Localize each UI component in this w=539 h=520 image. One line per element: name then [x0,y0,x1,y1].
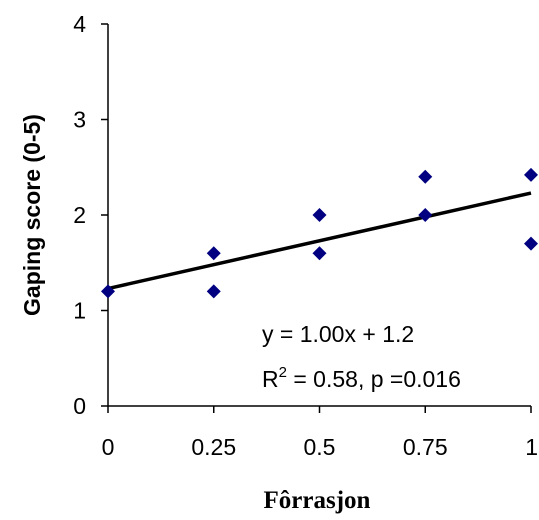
y-tick-label: 1 [73,298,86,324]
data-point [206,284,221,299]
x-tick-label: 0 [102,434,115,460]
trendline-group [107,191,532,291]
x-tick-label: 0.25 [191,434,236,460]
x-tick-label: 1 [525,434,538,460]
x-tick-label: 0.75 [403,434,448,460]
trendline [107,191,532,291]
x-axis-title: Fôrrasjon [264,487,371,514]
y-tick-label: 2 [73,202,86,228]
ticks: 0 1 2 3 4 0 0.25 0.5 0.75 1 [73,11,538,460]
y-tick-label: 3 [73,107,86,133]
data-points [101,167,538,299]
data-point [418,169,433,184]
r-squared-prefix: R [262,366,279,392]
r-squared-label: R2 = 0.58, p =0.016 [262,364,461,392]
data-point [524,167,538,182]
equation-label: y = 1.00x + 1.2 [262,321,414,347]
y-tick-label: 0 [73,393,86,419]
y-tick-label: 4 [73,11,86,37]
y-axis-title: Gaping score (0-5) [19,114,45,316]
x-tick-label: 0.5 [304,434,336,460]
data-point [206,246,221,261]
data-point [101,284,115,299]
data-point [312,208,327,222]
data-point [524,236,538,251]
data-point [418,208,433,222]
data-point [312,246,327,261]
r-squared-superscript: 2 [279,364,287,381]
r-squared-suffix: = 0.58, p =0.016 [287,366,461,392]
